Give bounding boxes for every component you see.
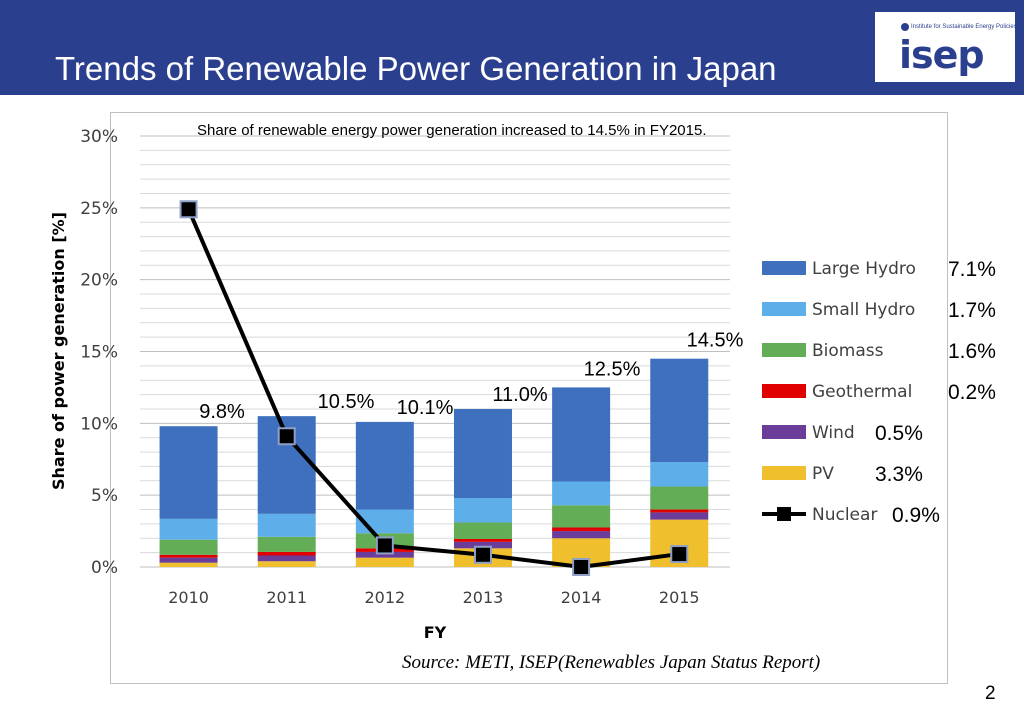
bar-large-hydro bbox=[552, 387, 611, 482]
total-label: 11.0% bbox=[492, 384, 547, 406]
nuclear-marker bbox=[670, 545, 689, 564]
legend-value: 1.7% bbox=[948, 299, 996, 322]
bar-biomass bbox=[257, 536, 316, 552]
total-label: 10.5% bbox=[318, 391, 375, 413]
page-number: 2 bbox=[985, 683, 996, 704]
legend-swatch bbox=[762, 343, 806, 357]
x-tick-label: 2012 bbox=[364, 588, 405, 607]
logo-text: isep bbox=[899, 33, 985, 77]
legend-swatch bbox=[762, 384, 806, 398]
y-tick-label: 15% bbox=[80, 343, 118, 363]
legend-value: 0.5% bbox=[875, 422, 923, 445]
bar-biomass bbox=[453, 522, 512, 539]
legend-label: Small Hydro bbox=[812, 300, 915, 320]
total-label: 14.5% bbox=[687, 330, 744, 352]
bar-wind bbox=[552, 531, 611, 539]
x-tick-label: 2013 bbox=[463, 588, 504, 607]
chart-frame bbox=[110, 112, 948, 684]
bar-geothermal bbox=[552, 527, 611, 532]
legend-value: 3.3% bbox=[875, 463, 923, 486]
nuclear-marker bbox=[375, 536, 394, 555]
total-label: 10.1% bbox=[397, 397, 454, 419]
y-tick-label: 10% bbox=[80, 414, 118, 434]
legend-label: PV bbox=[812, 464, 834, 484]
legend-label: Large Hydro bbox=[812, 259, 916, 279]
logo-subtext: Institute for Sustainable Energy Policie… bbox=[911, 24, 1017, 30]
bar-wind bbox=[257, 555, 316, 562]
legend-swatch bbox=[762, 466, 806, 480]
slide-title: Trends of Renewable Power Generation in … bbox=[55, 50, 777, 87]
bar-wind bbox=[355, 551, 414, 558]
bar-geothermal bbox=[159, 554, 218, 558]
y-tick-label: 5% bbox=[91, 486, 118, 506]
bar-biomass bbox=[159, 539, 218, 555]
y-tick-label: 30% bbox=[80, 127, 118, 147]
slide-header: Trends of Renewable Power Generation in … bbox=[0, 0, 1024, 95]
nuclear-line bbox=[186, 208, 680, 570]
x-tick-label: 2014 bbox=[561, 588, 602, 607]
bar-pv bbox=[355, 557, 414, 567]
nuclear-marker bbox=[473, 545, 492, 564]
x-tick-label: 2015 bbox=[659, 588, 700, 607]
bar-wind bbox=[159, 557, 218, 563]
bar-large-hydro bbox=[453, 408, 512, 499]
nuclear-marker bbox=[277, 427, 296, 446]
bar-large-hydro bbox=[650, 358, 709, 463]
bar-large-hydro bbox=[355, 421, 414, 510]
bar-small-hydro bbox=[453, 498, 512, 523]
isep-logo: Institute for Sustainable Energy Policie… bbox=[875, 12, 1017, 82]
legend-value: 0.9% bbox=[892, 504, 940, 527]
bar-geothermal bbox=[650, 509, 709, 513]
legend-label: Biomass bbox=[812, 341, 884, 361]
y-tick-label: 25% bbox=[80, 199, 118, 219]
nuclear-marker bbox=[179, 200, 198, 219]
logo-dot bbox=[901, 23, 909, 31]
y-axis-label: Share of power generation [%] bbox=[49, 212, 68, 490]
legend-value: 0.2% bbox=[948, 381, 996, 404]
bar-biomass bbox=[552, 505, 611, 528]
x-axis-label: FY bbox=[424, 623, 447, 642]
bar-geothermal bbox=[453, 538, 512, 542]
y-tick-label: 0% bbox=[91, 558, 118, 578]
legend-swatch bbox=[762, 261, 806, 275]
bar-pv bbox=[159, 562, 218, 567]
bar-small-hydro bbox=[159, 518, 218, 540]
source-note: Source: METI, ISEP(Renewables Japan Stat… bbox=[402, 652, 821, 673]
bar-small-hydro bbox=[257, 513, 316, 537]
legend-label: Wind bbox=[812, 423, 855, 443]
legend-swatch bbox=[762, 302, 806, 316]
bar-wind bbox=[650, 512, 709, 520]
chart-annotation: Share of renewable energy power generati… bbox=[197, 122, 707, 139]
bar-geothermal bbox=[257, 551, 316, 556]
legend-label: Nuclear bbox=[812, 505, 877, 525]
legend-marker bbox=[777, 507, 791, 521]
x-tick-label: 2011 bbox=[266, 588, 307, 607]
total-label: 9.8% bbox=[199, 401, 245, 423]
bar-small-hydro bbox=[650, 462, 709, 487]
x-tick-label: 2010 bbox=[168, 588, 209, 607]
bar-biomass bbox=[650, 486, 709, 510]
bar-pv bbox=[257, 561, 316, 567]
legend-swatch bbox=[762, 425, 806, 439]
legend-label: Geothermal bbox=[812, 382, 912, 402]
legend-value: 7.1% bbox=[948, 258, 996, 281]
bar-wind bbox=[453, 541, 512, 549]
bar-large-hydro bbox=[159, 426, 218, 519]
total-label: 12.5% bbox=[584, 358, 641, 380]
legend-value: 1.6% bbox=[948, 340, 996, 363]
nuclear-marker bbox=[572, 558, 591, 576]
bar-small-hydro bbox=[552, 481, 611, 506]
y-tick-label: 20% bbox=[80, 271, 118, 291]
